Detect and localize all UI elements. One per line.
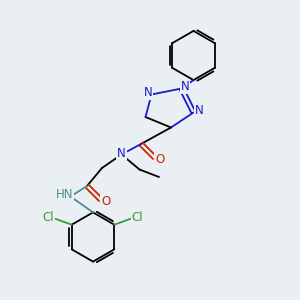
Text: N: N	[143, 85, 152, 99]
Text: O: O	[101, 195, 110, 208]
Text: N: N	[117, 146, 126, 160]
Text: Cl: Cl	[132, 211, 143, 224]
Text: O: O	[155, 153, 164, 167]
Text: N: N	[181, 80, 190, 93]
Text: Cl: Cl	[43, 211, 54, 224]
Text: N: N	[194, 104, 203, 118]
Text: HN: HN	[56, 188, 73, 201]
